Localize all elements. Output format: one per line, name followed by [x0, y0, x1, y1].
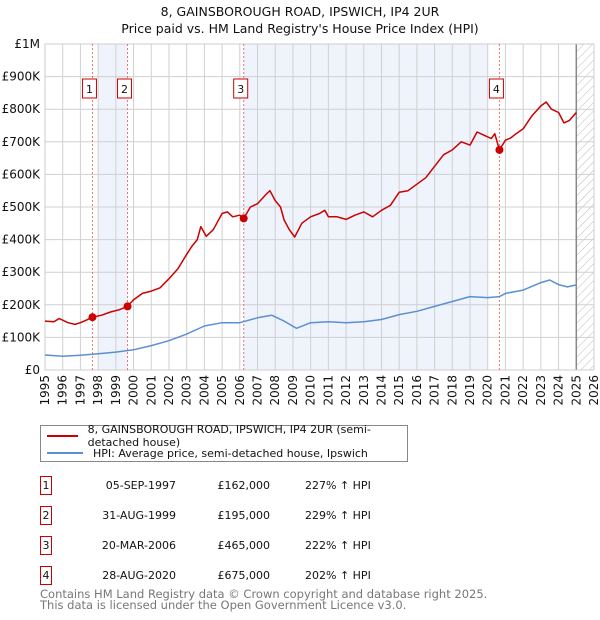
y-tick-label: £300K [2, 265, 42, 279]
y-tick-label: £500K [2, 200, 42, 214]
y-tick-label: £600K [2, 167, 42, 181]
x-tick-label: 2024 [552, 375, 566, 406]
price-chart: 8, GAINSBOROUGH ROAD, IPSWICH, IP4 2UR P… [2, 4, 600, 406]
chart-title: 8, GAINSBOROUGH ROAD, IPSWICH, IP4 2UR [161, 4, 440, 19]
hpi-line [44, 279, 577, 358]
x-tick-label: 2021 [498, 375, 512, 406]
sale-date: 28-AUG-2020 [102, 569, 176, 582]
footer-line: This data is licensed under the Open Gov… [40, 598, 407, 612]
y-tick-label: £700K [2, 135, 42, 149]
legend-label: HPI: Average price, semi-detached house,… [93, 446, 368, 460]
sale-number: 2 [40, 506, 52, 525]
x-tick-label: 2002 [162, 375, 176, 406]
sale-marker-box [233, 78, 249, 99]
footer: Contains HM Land Registry data © Crown c… [40, 587, 488, 612]
y-tick-label: £0 [25, 363, 40, 377]
x-tick-label: 2005 [215, 375, 229, 406]
sale-number: 4 [40, 566, 52, 585]
x-tick-label: 2023 [534, 375, 548, 406]
x-tick-label: 2007 [251, 375, 265, 406]
sale-point [239, 214, 248, 223]
table-row: 2 31-AUG-1999 £195,000 229% ↑ HPI [40, 506, 440, 526]
x-tick-label: 2011 [321, 375, 335, 406]
legend-item-property: 8, GAINSBOROUGH ROAD, IPSWICH, IP4 2UR (… [47, 423, 407, 449]
sale-date: 20-MAR-2006 [101, 539, 176, 552]
x-tick-label: 2013 [357, 375, 371, 406]
y-tick-label: £1M [14, 37, 40, 51]
sale-price: £465,000 [217, 539, 271, 552]
x-tick-label: 1999 [109, 375, 123, 406]
sale-date: 31-AUG-1999 [102, 509, 176, 522]
sale-point [123, 302, 132, 311]
y-tick-label: £100K [2, 330, 42, 344]
sale-marker-label: 1 [86, 83, 93, 96]
x-tick-label: 2017 [428, 375, 442, 406]
x-tick-label: 2003 [180, 375, 194, 406]
y-tick-label: £400K [2, 233, 42, 247]
legend-label: 8, GAINSBOROUGH ROAD, IPSWICH, IP4 2UR (… [87, 423, 371, 449]
chart-subtitle: Price paid vs. HM Land Registry's House … [121, 21, 478, 36]
x-tick-label: 2020 [481, 375, 495, 406]
sale-hpi: 222% ↑ HPI [305, 539, 371, 552]
property-price-line [44, 101, 577, 326]
sale-marker-label: 3 [237, 83, 244, 96]
x-tick-label: 2000 [127, 375, 141, 406]
x-tick-label: 1997 [73, 375, 87, 406]
table-row: 4 28-AUG-2020 £675,000 202% ↑ HPI [40, 566, 440, 586]
legend-item-hpi: HPI: Average price, semi-detached house,… [47, 445, 368, 461]
x-tick-label: 2006 [233, 375, 247, 406]
x-tick-label: 2018 [445, 375, 459, 406]
sale-point [495, 145, 504, 154]
x-tick-label: 2022 [516, 375, 530, 406]
x-tick-label: 1995 [38, 375, 52, 406]
sale-hpi: 227% ↑ HPI [305, 479, 371, 492]
plot-border [44, 43, 595, 371]
x-tick-label: 2008 [268, 375, 282, 406]
y-tick-label: £800K [2, 102, 42, 116]
table-row: 3 20-MAR-2006 £465,000 222% ↑ HPI [40, 536, 440, 556]
x-tick-label: 1998 [91, 375, 105, 406]
sale-marker-label: 4 [493, 83, 500, 96]
x-tick-label: 1996 [56, 375, 70, 406]
x-tick-label: 2019 [463, 375, 477, 406]
x-tick-label: 2015 [392, 375, 406, 406]
sale-hpi: 229% ↑ HPI [305, 509, 371, 522]
sale-date: 05-SEP-1997 [105, 479, 176, 492]
sale-hpi: 202% ↑ HPI [305, 569, 371, 582]
footer-line: Contains HM Land Registry data © Crown c… [40, 587, 488, 601]
x-tick-label: 2004 [197, 375, 211, 406]
sale-price: £195,000 [217, 509, 271, 522]
x-tick-label: 2001 [144, 375, 158, 406]
sale-number: 1 [40, 476, 52, 495]
sale-price: £162,000 [217, 479, 271, 492]
y-tick-label: £900K [2, 70, 42, 84]
x-tick-label: 2010 [304, 375, 318, 406]
x-tick-label: 2026 [587, 375, 600, 406]
legend-swatch-red [47, 435, 78, 437]
legend: 8, GAINSBOROUGH ROAD, IPSWICH, IP4 2UR (… [40, 423, 408, 462]
table-row: 1 05-SEP-1997 £162,000 227% ↑ HPI [40, 476, 440, 496]
legend-swatch-blue [47, 452, 83, 454]
sale-number: 3 [40, 536, 52, 555]
sale-marker-box [81, 78, 97, 99]
y-tick-label: £200K [2, 298, 42, 312]
x-tick-label: 2009 [286, 375, 300, 406]
sale-price: £675,000 [217, 569, 271, 582]
x-tick-label: 2025 [569, 375, 583, 406]
x-tick-label: 2012 [339, 375, 353, 406]
x-tick-label: 2014 [374, 375, 388, 406]
x-tick-label: 2016 [410, 375, 424, 406]
sale-point [88, 313, 97, 322]
sale-marker-box [117, 78, 133, 99]
sale-marker-box [488, 78, 504, 99]
sale-marker-label: 2 [121, 83, 128, 96]
